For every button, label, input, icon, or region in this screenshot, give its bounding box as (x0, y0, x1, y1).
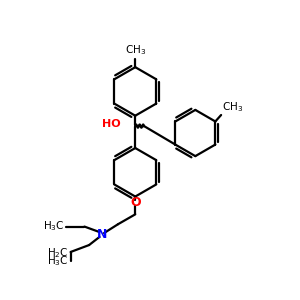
Text: O: O (130, 196, 141, 209)
Text: CH$_3$: CH$_3$ (125, 44, 146, 58)
Text: H$_3$C: H$_3$C (43, 220, 64, 233)
Text: H$_2$C: H$_2$C (47, 246, 69, 260)
Text: HO: HO (102, 119, 121, 129)
Text: N: N (97, 228, 107, 241)
Text: CH$_3$: CH$_3$ (222, 100, 243, 114)
Text: H$_3$C: H$_3$C (47, 254, 69, 268)
